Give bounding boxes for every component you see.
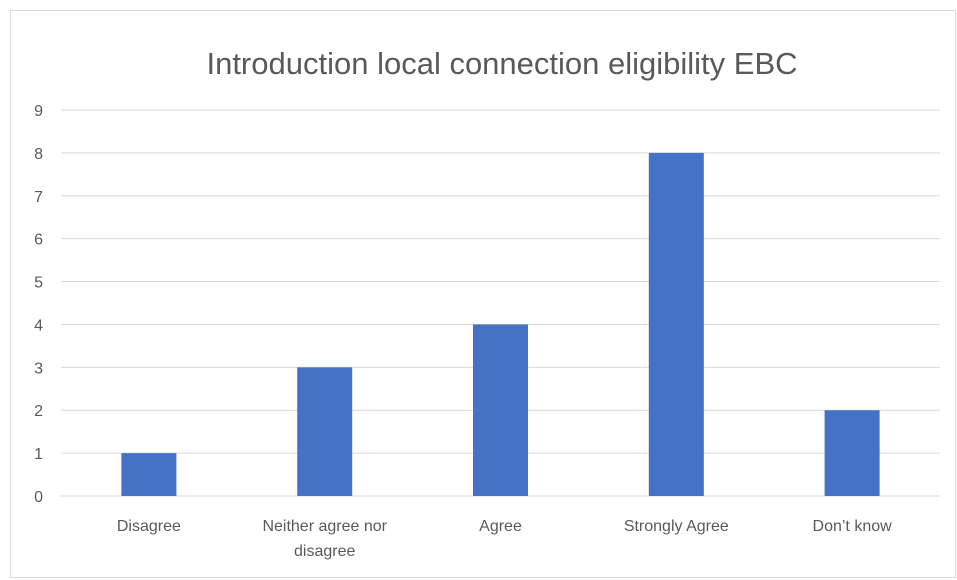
y-tick-label: 0: [34, 489, 43, 506]
x-category-label: Don’t know: [813, 518, 893, 535]
y-tick-label: 7: [34, 189, 43, 206]
y-tick-label: 2: [34, 403, 43, 420]
gridlines: [61, 109, 940, 497]
y-tick-label: 8: [34, 146, 43, 163]
bar-1: [297, 367, 353, 496]
y-tick-label: 9: [34, 103, 43, 120]
x-axis-categories: Disagree Neither agree nor disagree Agree St…: [117, 518, 892, 560]
y-tick-label: 1: [34, 446, 43, 463]
chart-title: Introduction local connection eligibilit…: [206, 46, 797, 81]
x-category-label: Strongly Agree: [624, 518, 729, 535]
y-tick-label: 5: [34, 275, 43, 292]
bar-0: [121, 453, 177, 496]
x-category-label: Neither agree nor disagree: [262, 518, 387, 560]
y-tick-label: 3: [34, 360, 43, 377]
bar-4: [824, 410, 880, 496]
y-tick-label: 4: [34, 317, 43, 334]
y-tick-label: 6: [34, 232, 43, 249]
bar-2: [473, 324, 528, 496]
x-category-label: Agree: [479, 518, 522, 535]
bars: [121, 152, 880, 496]
y-axis-ticks: 0 1 2 3 4 5 6 7 8 9: [34, 103, 43, 506]
bar-3: [648, 152, 704, 496]
x-category-label: Disagree: [117, 518, 181, 535]
